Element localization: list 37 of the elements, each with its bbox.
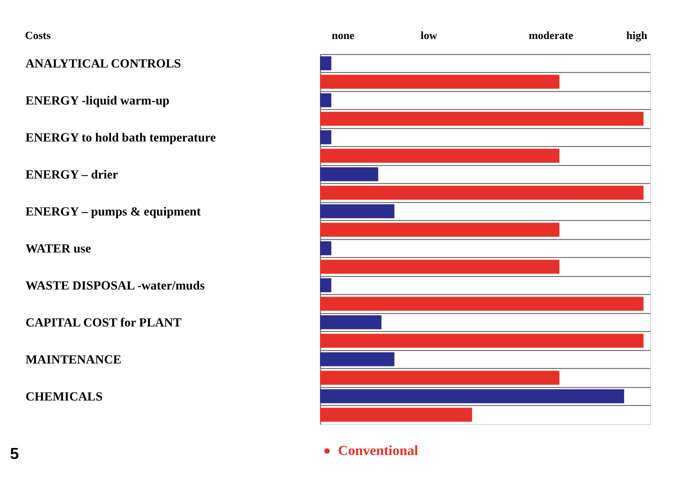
bar [320,352,394,366]
bar [320,112,644,126]
bar [320,296,644,311]
y-tick-label: WATER use [26,241,92,256]
text: low [420,30,438,42]
bar [320,56,332,70]
y-tick-label: ENERGY -liquid warm-up [26,93,170,108]
text: none [332,30,355,42]
bar [320,186,644,200]
bar [320,204,394,218]
text: 5 [10,446,19,463]
text: high [626,30,648,42]
text: Costs [25,30,52,42]
bar [320,74,560,89]
y-tick-label: ENERGY – pumps & equipment [26,204,202,218]
y-tick-label: CHEMICALS [26,389,103,404]
bar [320,167,378,182]
bar [320,260,560,274]
bar [320,370,560,385]
bar [320,315,382,330]
y-tick-label: ENERGY – drier [26,167,119,182]
y-tick-label: CAPITAL COST for PLANT [26,315,182,330]
bar [320,278,332,292]
bar [320,130,332,144]
y-tick-label: ENERGY to hold bath temperature [26,130,216,144]
y-tick-label: MAINTENANCE [26,352,122,366]
bar [320,389,624,404]
legend-label: Conventional [338,444,418,459]
y-tick-label: WASTE DISPOSAL -water/muds [26,278,205,292]
bar [320,148,560,163]
bar [320,334,644,348]
bar [320,93,332,108]
bar [320,222,560,237]
bar [320,408,472,422]
y-tick-label: ANALYTICAL CONTROLS [26,56,182,70]
text: moderate [528,30,574,42]
bar [320,241,332,256]
